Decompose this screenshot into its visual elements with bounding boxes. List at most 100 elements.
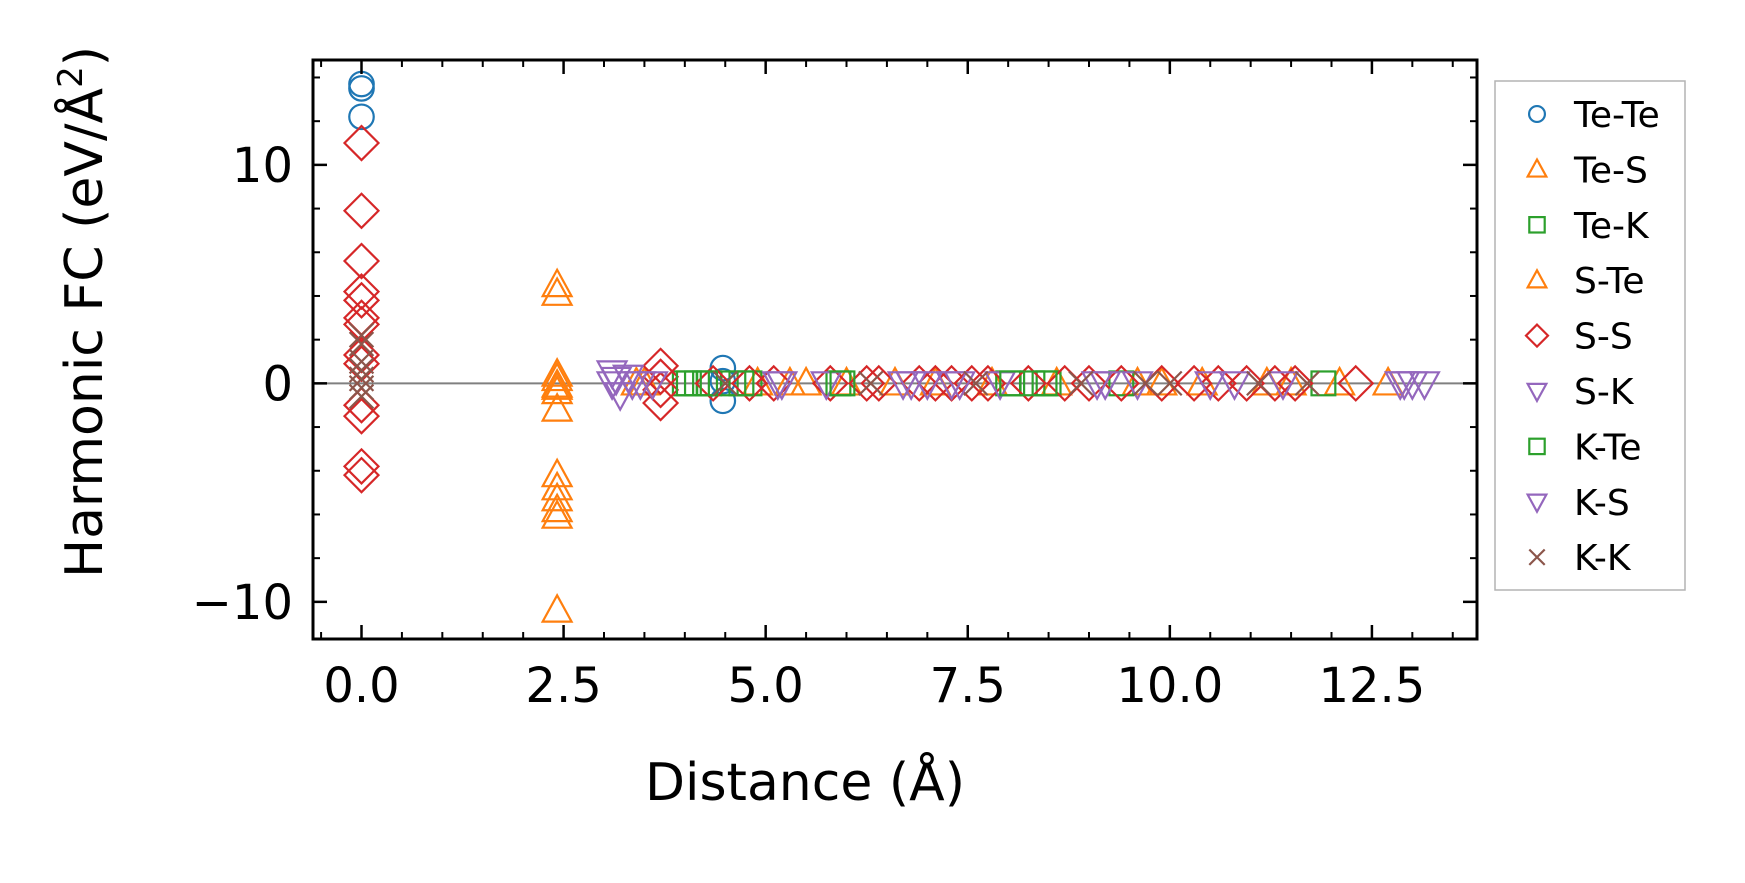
data-point bbox=[829, 370, 856, 397]
data-point bbox=[348, 348, 375, 375]
legend-label: K-S bbox=[1574, 483, 1630, 524]
data-point bbox=[773, 365, 807, 396]
data-point bbox=[1387, 371, 1421, 401]
data-point bbox=[348, 357, 375, 383]
data-point bbox=[860, 364, 898, 402]
legend-marker bbox=[1525, 268, 1549, 289]
data-point bbox=[755, 364, 793, 402]
data-point bbox=[1068, 370, 1094, 397]
x-tick-label: 5.0 bbox=[727, 658, 803, 714]
data-point bbox=[348, 331, 375, 357]
data-point bbox=[603, 382, 637, 412]
data-point bbox=[540, 457, 574, 488]
data-point bbox=[1218, 371, 1251, 401]
data-point bbox=[916, 364, 954, 402]
data-point bbox=[943, 371, 976, 401]
legend-marker bbox=[1525, 157, 1549, 178]
data-point bbox=[900, 364, 938, 402]
data-point bbox=[712, 370, 738, 397]
data-point bbox=[1274, 365, 1308, 396]
data-point bbox=[540, 499, 574, 529]
legend-marker bbox=[1528, 216, 1546, 234]
legend-marker bbox=[1524, 323, 1550, 349]
data-point bbox=[348, 75, 375, 102]
data-point bbox=[342, 456, 381, 494]
data-point bbox=[540, 492, 574, 523]
data-point bbox=[348, 103, 375, 131]
data-point bbox=[342, 281, 381, 319]
data-point bbox=[342, 273, 381, 311]
series-s-s bbox=[342, 124, 1375, 494]
x-axis-label: Distance (Å) bbox=[645, 751, 965, 813]
data-point bbox=[999, 370, 1026, 397]
data-point bbox=[728, 370, 755, 397]
legend-item: K-S bbox=[1525, 483, 1630, 524]
data-point bbox=[1408, 371, 1441, 401]
data-point bbox=[540, 361, 574, 392]
legend-item: K-K bbox=[1528, 538, 1632, 579]
data-point bbox=[1266, 371, 1300, 401]
data-point bbox=[1157, 370, 1183, 397]
data-point bbox=[1031, 370, 1058, 397]
data-point bbox=[342, 305, 381, 343]
data-point bbox=[636, 371, 669, 401]
legend-item: Te-Te bbox=[1527, 95, 1660, 136]
data-point bbox=[540, 276, 574, 306]
x-tick-label: 2.5 bbox=[525, 658, 601, 714]
axes bbox=[311, 58, 1479, 641]
legend-item: K-Te bbox=[1528, 427, 1642, 468]
legend-item: S-K bbox=[1525, 372, 1635, 413]
data-point bbox=[540, 267, 574, 298]
data-point bbox=[911, 371, 944, 401]
x-tick-label: 7.5 bbox=[930, 658, 1006, 714]
legend-marker bbox=[1525, 382, 1549, 404]
series-te-te bbox=[348, 70, 737, 415]
y-tick-label: 0 bbox=[262, 356, 293, 412]
x-tick-label: 0.0 bbox=[323, 658, 399, 714]
data-point bbox=[615, 371, 649, 401]
data-point bbox=[1102, 364, 1140, 402]
legend-marker bbox=[1525, 493, 1549, 514]
data-point bbox=[894, 371, 928, 401]
legend-label: S-S bbox=[1574, 317, 1633, 358]
y-tick-label: 10 bbox=[232, 138, 293, 194]
y-tick-label: −10 bbox=[192, 575, 293, 631]
data-point bbox=[342, 345, 381, 383]
data-point bbox=[642, 358, 680, 396]
data-point bbox=[1175, 364, 1213, 402]
data-point bbox=[642, 384, 680, 422]
plot-frame bbox=[311, 58, 1479, 641]
data-point bbox=[953, 364, 991, 402]
legend-item: Te-K bbox=[1528, 206, 1650, 247]
data-point bbox=[342, 242, 381, 280]
data-point bbox=[342, 386, 381, 424]
data-point bbox=[1228, 364, 1266, 402]
data-point bbox=[348, 366, 375, 392]
legend-item: S-Te bbox=[1525, 261, 1645, 302]
legend-item: S-S bbox=[1524, 317, 1633, 358]
data-point bbox=[1193, 371, 1227, 401]
data-point bbox=[1199, 364, 1237, 402]
legend-item: Te-S bbox=[1525, 150, 1648, 191]
legend-label: Te-K bbox=[1573, 206, 1650, 247]
data-marks bbox=[342, 70, 1441, 623]
data-point bbox=[595, 371, 629, 401]
legend-label: K-K bbox=[1574, 538, 1632, 579]
data-point bbox=[1337, 364, 1375, 402]
data-point bbox=[809, 371, 843, 401]
data-point bbox=[1132, 370, 1159, 397]
x-tick-label: 12.5 bbox=[1318, 658, 1425, 714]
series-k-te bbox=[675, 370, 1058, 397]
data-point bbox=[963, 370, 989, 397]
series-te-s bbox=[540, 267, 1405, 623]
data-point bbox=[348, 375, 375, 401]
data-point bbox=[675, 370, 702, 397]
data-point bbox=[348, 322, 375, 348]
data-point bbox=[1070, 364, 1108, 402]
legend-marker bbox=[1528, 437, 1546, 456]
x-tick-label: 10.0 bbox=[1116, 658, 1223, 714]
legend: Te-Te Te-S Te-K S-Te S-S S-K K-Te K-S K-K bbox=[1494, 80, 1686, 591]
legend-label: Te-Te bbox=[1573, 95, 1660, 136]
data-point bbox=[540, 357, 574, 387]
data-point bbox=[1246, 370, 1272, 397]
